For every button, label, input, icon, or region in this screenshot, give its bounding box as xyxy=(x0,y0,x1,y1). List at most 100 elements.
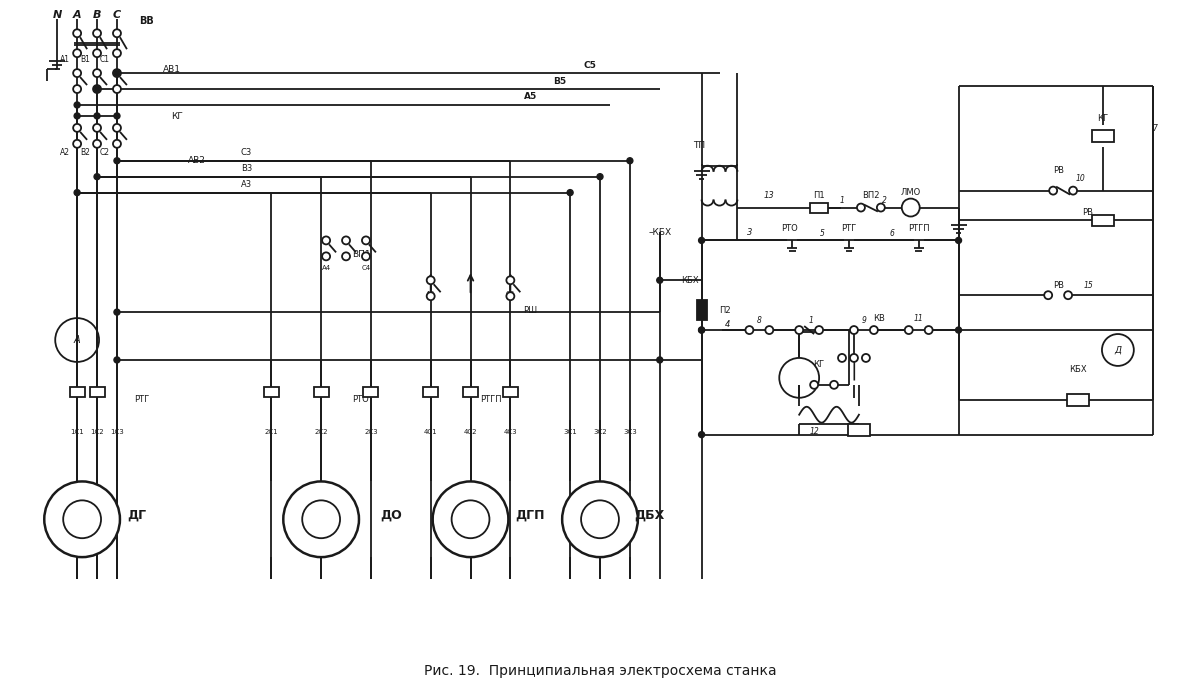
Circle shape xyxy=(1069,186,1078,195)
Text: 10: 10 xyxy=(1075,174,1085,183)
Text: Д: Д xyxy=(1115,345,1121,354)
Text: B2: B2 xyxy=(80,148,90,158)
Circle shape xyxy=(73,49,82,57)
Circle shape xyxy=(114,309,120,315)
Circle shape xyxy=(94,124,101,132)
Text: РТГ: РТГ xyxy=(841,224,857,233)
Circle shape xyxy=(362,252,370,260)
Text: ВП1: ВП1 xyxy=(352,250,371,259)
Bar xyxy=(697,300,707,320)
Bar xyxy=(503,387,518,397)
Circle shape xyxy=(905,326,913,334)
Circle shape xyxy=(698,327,704,333)
Circle shape xyxy=(113,69,121,77)
Circle shape xyxy=(1064,291,1072,299)
Circle shape xyxy=(766,326,773,334)
Circle shape xyxy=(810,381,818,389)
Circle shape xyxy=(830,381,838,389)
Circle shape xyxy=(745,326,754,334)
Text: 9: 9 xyxy=(862,316,866,325)
Circle shape xyxy=(64,500,101,538)
Circle shape xyxy=(94,86,100,92)
Text: 11: 11 xyxy=(914,314,924,323)
Circle shape xyxy=(113,49,121,57)
Circle shape xyxy=(94,113,100,119)
Text: C3: C3 xyxy=(241,148,252,158)
Text: A2: A2 xyxy=(60,148,70,158)
Text: РТГП: РТГП xyxy=(480,395,502,404)
Text: 4С2: 4С2 xyxy=(463,429,478,435)
Circle shape xyxy=(113,85,121,93)
Circle shape xyxy=(506,292,515,300)
Bar xyxy=(264,387,278,397)
Text: РВ: РВ xyxy=(1082,208,1093,217)
Bar xyxy=(424,387,438,397)
Text: ДГ: ДГ xyxy=(127,509,146,522)
Bar xyxy=(1092,214,1114,227)
Circle shape xyxy=(451,500,490,538)
Circle shape xyxy=(74,113,80,119)
Circle shape xyxy=(94,85,101,93)
Text: 2С2: 2С2 xyxy=(314,429,328,435)
Text: A: A xyxy=(73,10,82,21)
Text: С4: С4 xyxy=(361,265,371,271)
Circle shape xyxy=(114,357,120,363)
Bar xyxy=(463,387,478,397)
Text: 2С1: 2С1 xyxy=(264,429,278,435)
Circle shape xyxy=(1102,334,1134,366)
Circle shape xyxy=(870,326,878,334)
Text: ВВ: ВВ xyxy=(139,16,155,26)
Text: РШ: РШ xyxy=(523,306,538,314)
Text: КБХ: КБХ xyxy=(1069,365,1087,375)
Circle shape xyxy=(114,158,120,164)
Bar xyxy=(1092,130,1114,142)
Text: C2: C2 xyxy=(100,148,110,158)
Text: 15: 15 xyxy=(1084,281,1093,290)
Text: 2С3: 2С3 xyxy=(364,429,378,435)
Text: 8: 8 xyxy=(757,316,762,325)
Circle shape xyxy=(562,482,638,557)
Circle shape xyxy=(342,252,350,260)
Circle shape xyxy=(73,69,82,77)
Text: C5: C5 xyxy=(583,61,596,70)
Text: ДБХ: ДБХ xyxy=(635,509,665,522)
Text: Рис. 19.  Принципиальная электросхема станка: Рис. 19. Принципиальная электросхема ста… xyxy=(424,664,776,677)
Bar xyxy=(70,387,84,397)
Text: КБХ: КБХ xyxy=(680,276,698,285)
Text: B1: B1 xyxy=(80,55,90,64)
Text: А4: А4 xyxy=(322,265,331,271)
Circle shape xyxy=(283,482,359,557)
Circle shape xyxy=(114,113,120,119)
Circle shape xyxy=(322,252,330,260)
Bar xyxy=(364,387,378,397)
Bar xyxy=(90,387,104,397)
Circle shape xyxy=(73,124,82,132)
Text: A5: A5 xyxy=(523,92,536,101)
Circle shape xyxy=(362,236,370,245)
Circle shape xyxy=(73,140,82,148)
Circle shape xyxy=(94,140,101,148)
Text: П1: П1 xyxy=(814,191,824,200)
Circle shape xyxy=(698,238,704,243)
Circle shape xyxy=(94,29,101,37)
Circle shape xyxy=(94,69,101,77)
Text: N: N xyxy=(53,10,62,21)
Circle shape xyxy=(74,190,80,196)
Text: ДО: ДО xyxy=(380,509,402,522)
Text: РТО: РТО xyxy=(353,395,370,404)
Circle shape xyxy=(698,432,704,438)
Bar xyxy=(313,387,329,397)
Text: 3: 3 xyxy=(746,228,752,237)
Text: РВ: РВ xyxy=(1052,166,1063,175)
Circle shape xyxy=(44,482,120,557)
Text: 2: 2 xyxy=(882,196,887,205)
Circle shape xyxy=(877,203,884,212)
Text: 6: 6 xyxy=(889,229,894,238)
Circle shape xyxy=(73,85,82,93)
Text: КГ: КГ xyxy=(170,112,182,121)
Text: РВ: РВ xyxy=(1052,281,1063,290)
Text: 4С1: 4С1 xyxy=(424,429,438,435)
Circle shape xyxy=(302,500,340,538)
Circle shape xyxy=(506,276,515,284)
Text: 3С3: 3С3 xyxy=(623,429,637,435)
